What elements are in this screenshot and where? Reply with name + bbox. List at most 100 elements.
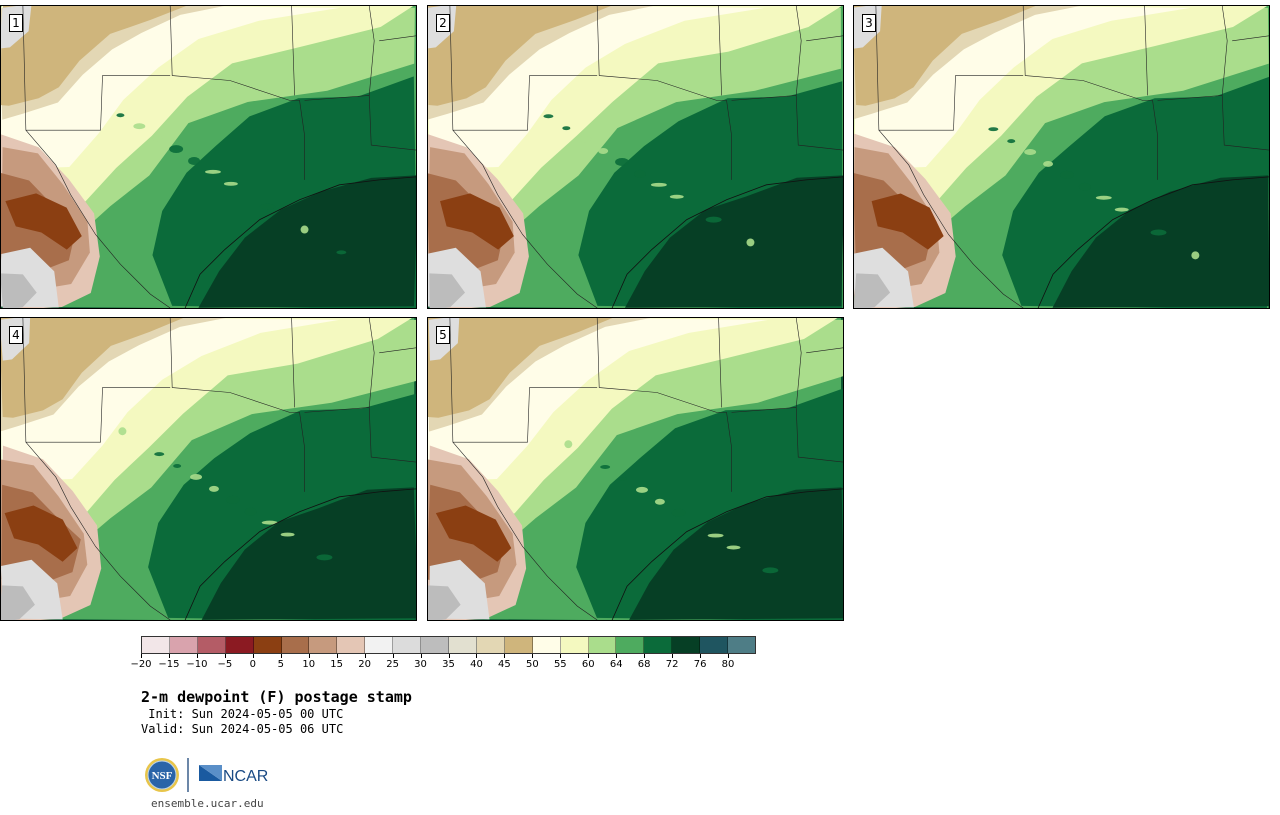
state-boundary <box>291 318 416 463</box>
dewpoint-patch <box>564 440 573 449</box>
colorbar-tick-label: 35 <box>442 659 455 670</box>
state-boundary <box>169 6 305 180</box>
colorbar <box>141 636 756 654</box>
colorbar-tick <box>560 654 562 658</box>
colorbar-tick <box>224 654 226 658</box>
dewpoint-patch <box>205 169 221 174</box>
dewpoint-patch <box>280 532 295 537</box>
dewpoint-region <box>1 6 187 106</box>
state-boundary <box>1144 6 1269 151</box>
forecast-panel: 4 <box>0 317 417 621</box>
colorbar-tick <box>280 654 282 658</box>
colorbar-segment <box>588 637 617 653</box>
colorbar-tick <box>364 654 366 658</box>
dewpoint-patch <box>634 169 646 178</box>
dewpoint-patch <box>169 145 184 154</box>
dewpoint-patch <box>705 216 722 223</box>
forecast-panel: 2 <box>427 5 844 309</box>
colorbar-tick <box>141 654 142 658</box>
colorbar-tick <box>532 654 534 658</box>
dewpoint-region <box>1052 175 1269 308</box>
coastline <box>611 488 843 620</box>
colorbar-tick <box>336 654 338 658</box>
colorbar-segment <box>672 637 701 653</box>
colorbar-segment <box>532 637 561 653</box>
dewpoint-patch <box>152 135 163 142</box>
colorbar-tick-label: 10 <box>302 659 316 670</box>
colorbar-tick-label: 76 <box>693 659 707 670</box>
state-boundary <box>875 6 1024 131</box>
dewpoint-region <box>871 193 944 250</box>
dewpoint-region <box>440 193 514 250</box>
dewpoint-region <box>428 585 461 620</box>
colorbar-tick <box>700 654 702 658</box>
dewpoint-patch <box>707 533 724 538</box>
dewpoint-region <box>429 273 466 308</box>
colorbar-tick-label: 20 <box>358 659 371 670</box>
dewpoint-patch <box>619 476 628 481</box>
dewpoint-region <box>624 175 843 308</box>
dewpoint-patch <box>1024 149 1037 156</box>
colorbar-segment <box>309 637 338 653</box>
init-time: Init: Sun 2024-05-05 00 UTC <box>141 707 344 721</box>
member-label: 1 <box>9 14 23 32</box>
colorbar-tick-label: 30 <box>414 659 427 670</box>
dewpoint-patch <box>1060 170 1074 179</box>
colorbar-tick <box>672 654 674 658</box>
colorbar-segment <box>476 637 505 653</box>
colorbar-tick-label: −15 <box>158 659 180 670</box>
state-boundary <box>1221 6 1269 96</box>
colorbar-segment <box>142 637 170 653</box>
colorbar-segment <box>197 637 226 653</box>
colorbar-tick-label: 0 <box>249 659 256 670</box>
country-boundary <box>25 441 171 620</box>
colorbar-tick <box>420 654 422 658</box>
state-boundary <box>449 6 598 131</box>
dewpoint-patch <box>173 464 182 469</box>
state-boundary <box>22 318 171 443</box>
state-boundary <box>795 318 843 408</box>
colorbar-tick <box>504 654 506 658</box>
country-boundary <box>452 129 598 308</box>
dewpoint-patch <box>300 225 309 234</box>
dewpoint-region <box>5 193 82 250</box>
colorbar-tick <box>588 654 590 658</box>
dewpoint-patch <box>762 567 779 574</box>
dewpoint-patch <box>726 545 741 550</box>
dewpoint-patch <box>188 157 201 165</box>
dewpoint-patch <box>1007 139 1016 144</box>
colorbar-tick <box>616 654 618 658</box>
dewpoint-patch <box>543 114 554 119</box>
colorbar-tick-label: 64 <box>609 659 623 670</box>
member-label: 4 <box>9 326 23 344</box>
dewpoint-patch <box>1078 182 1091 191</box>
colorbar-tick <box>168 654 170 658</box>
state-boundary <box>22 6 171 131</box>
colorbar-segment <box>393 637 422 653</box>
colorbar-segment <box>253 637 282 653</box>
dewpoint-patch <box>690 520 703 529</box>
dewpoint-patch <box>615 157 630 166</box>
country-boundary <box>878 129 1024 308</box>
colorbar-tick <box>476 654 478 658</box>
site-url: ensemble.ucar.edu <box>151 797 264 810</box>
colorbar-segment <box>281 637 310 653</box>
forecast-panel: 1 <box>0 5 417 309</box>
colorbar-segment <box>644 637 673 653</box>
dewpoint-patch <box>223 181 238 186</box>
dewpoint-patch <box>988 127 999 132</box>
forecast-panel: 5 <box>427 317 844 621</box>
dewpoint-patch <box>654 498 665 505</box>
dewpoint-region <box>198 175 416 308</box>
state-boundary <box>449 318 598 443</box>
dewpoint-patch <box>261 520 278 525</box>
coastline <box>611 176 843 308</box>
state-boundary <box>596 318 732 492</box>
dewpoint-region <box>428 6 611 106</box>
dewpoint-patch <box>1095 195 1112 200</box>
state-boundary <box>596 6 732 180</box>
coastline <box>1037 176 1269 308</box>
dewpoint-patch <box>600 465 611 469</box>
dewpoint-patch <box>579 136 592 143</box>
colorbar-ticks: −20 −15 −10 −5 0 5 10 15 20 25 30 35 40 45 50 55 60 64 68 7… <box>130 654 756 674</box>
